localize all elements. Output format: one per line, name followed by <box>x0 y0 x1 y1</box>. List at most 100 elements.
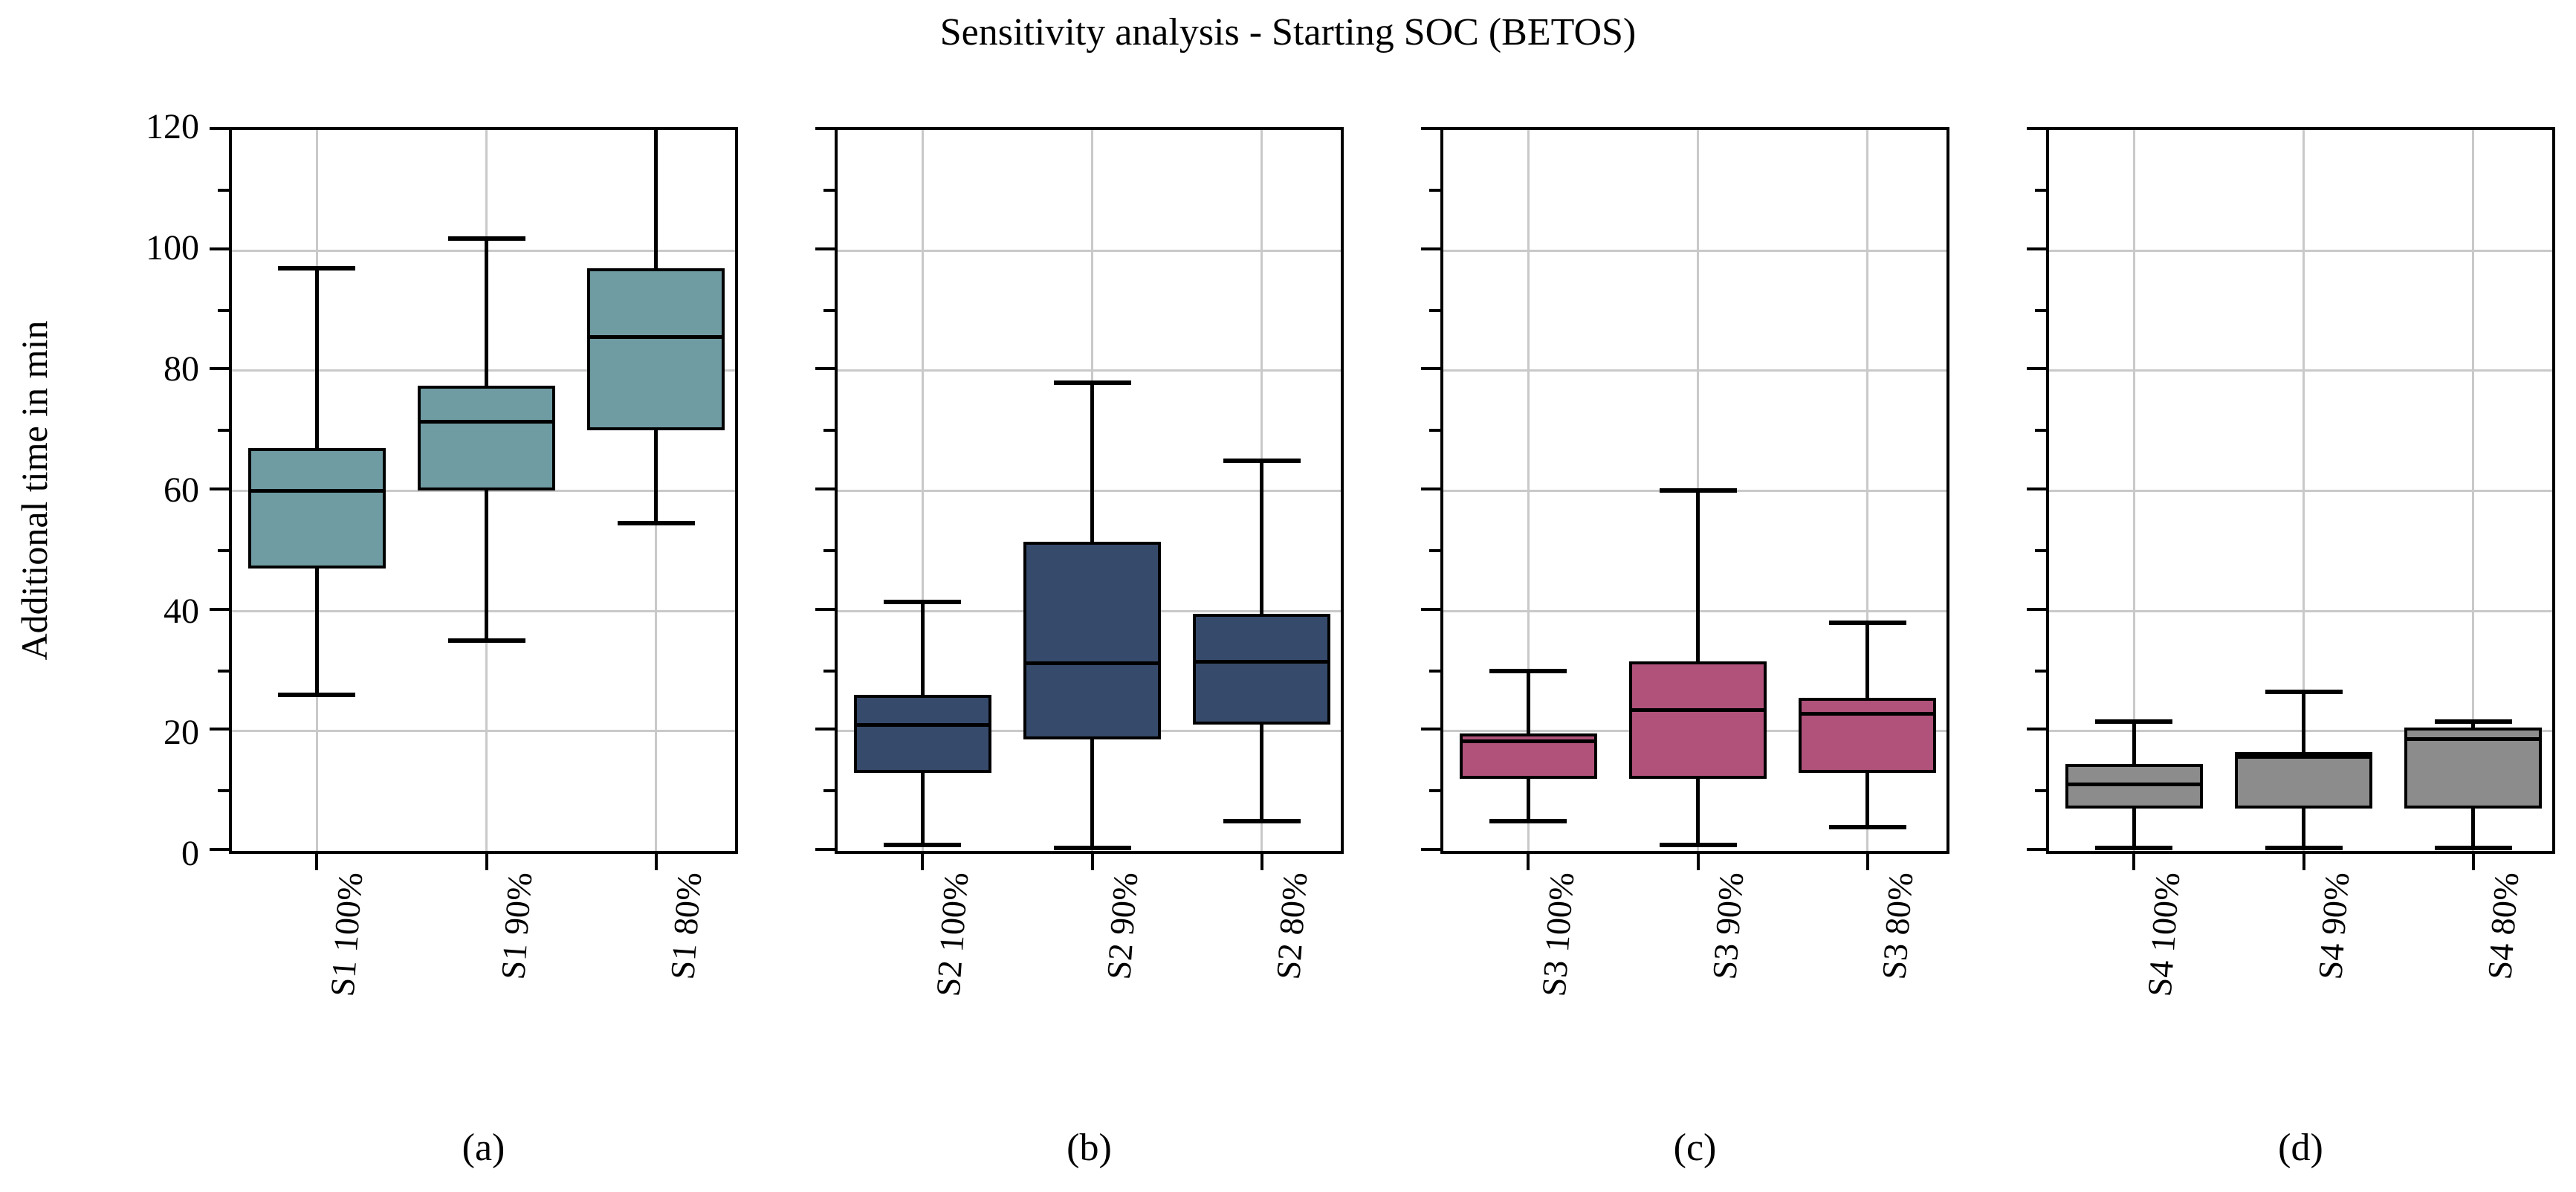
median-line <box>856 723 988 728</box>
x-tick <box>2471 851 2475 870</box>
y-major-tick <box>1421 848 1440 851</box>
horizontal-gridline <box>838 490 1341 492</box>
whisker-cap-bottom <box>278 692 356 697</box>
y-minor-tick <box>1429 308 1440 312</box>
horizontal-gridline <box>232 609 735 612</box>
box-s2-100- <box>853 694 991 773</box>
whisker-cap-bottom <box>2095 845 2173 850</box>
whisker-cap-top <box>1223 458 1301 463</box>
horizontal-gridline <box>2049 609 2552 612</box>
y-major-tick <box>210 607 229 611</box>
y-minor-tick <box>218 548 229 552</box>
y-major-tick <box>2027 728 2046 731</box>
whisker-cap-top <box>1053 380 1131 385</box>
x-tick-label: S1 80% <box>663 871 709 981</box>
x-tick-label: S2 100% <box>928 871 976 998</box>
box-s2-90- <box>1023 541 1161 740</box>
y-tick-label: 120 <box>146 107 199 146</box>
box-s4-80- <box>2404 728 2543 809</box>
whisker-cap-bottom <box>884 842 962 847</box>
horizontal-gridline <box>1443 249 1946 252</box>
y-tick-label: 100 <box>146 228 199 268</box>
x-tick-label: S1 100% <box>323 871 370 998</box>
horizontal-gridline <box>2049 490 2552 492</box>
horizontal-gridline <box>1443 369 1946 372</box>
vertical-gridline <box>2302 130 2305 851</box>
box-s4-90- <box>2235 751 2372 809</box>
y-axis-label: Additional time in min <box>13 320 55 661</box>
vertical-gridline <box>2132 130 2135 851</box>
box-s3-90- <box>1629 661 1767 779</box>
x-tick <box>315 851 319 870</box>
y-minor-tick <box>823 308 835 312</box>
subplot-s2 <box>815 127 1344 870</box>
horizontal-gridline <box>2049 369 2552 372</box>
box-s2-80- <box>1193 613 1331 725</box>
y-minor-tick <box>1429 669 1440 673</box>
whisker-cap-top <box>1489 668 1567 673</box>
horizontal-gridline <box>2049 249 2552 252</box>
x-tick-label: S3 100% <box>1534 871 1582 998</box>
y-major-tick <box>210 848 229 851</box>
subplot-s1 <box>210 127 738 870</box>
y-minor-tick <box>1429 429 1440 433</box>
horizontal-gridline <box>838 249 1341 252</box>
x-tick <box>1260 851 1263 870</box>
y-major-tick <box>210 367 229 371</box>
y-major-tick <box>2027 488 2046 490</box>
whisker-cap-bottom <box>1828 824 1906 829</box>
whisker-cap-top <box>447 236 525 241</box>
subplot-caption: (d) <box>2278 1127 2323 1169</box>
median-line <box>2238 755 2369 759</box>
y-major-tick <box>815 247 835 250</box>
y-tick-label: 60 <box>164 470 199 510</box>
y-minor-tick <box>218 789 229 793</box>
y-minor-tick <box>823 669 835 673</box>
x-tick <box>2132 851 2136 870</box>
y-minor-tick <box>2035 789 2046 793</box>
x-tick-label: S4 90% <box>2311 871 2357 981</box>
y-major-tick <box>815 127 835 130</box>
x-tick-label: S1 90% <box>493 871 540 981</box>
whisker-cap-bottom <box>1223 818 1301 823</box>
x-tick-label: S4 80% <box>2480 871 2526 981</box>
whisker-cap-top <box>1828 620 1906 625</box>
x-tick <box>654 851 658 870</box>
y-minor-tick <box>218 308 229 312</box>
horizontal-gridline <box>232 369 735 372</box>
whisker-cap-bottom <box>617 521 695 526</box>
y-minor-tick <box>218 429 229 433</box>
box-s1-90- <box>418 385 555 490</box>
y-major-tick <box>815 607 835 611</box>
y-minor-tick <box>2035 188 2046 192</box>
y-major-tick <box>815 848 835 851</box>
y-major-tick <box>2027 127 2046 130</box>
y-minor-tick <box>1429 188 1440 192</box>
horizontal-gridline <box>1443 609 1946 612</box>
median-line <box>250 489 383 493</box>
whisker-cap-top <box>1659 488 1737 493</box>
y-major-tick <box>1421 607 1440 611</box>
whisker-cap-top <box>2095 719 2173 725</box>
chart-title: Sensitivity analysis - Starting SOC (BET… <box>939 11 1637 54</box>
median-line <box>1026 661 1158 666</box>
whisker-cap-top <box>2434 719 2512 725</box>
y-major-tick <box>1421 728 1440 731</box>
y-minor-tick <box>2035 308 2046 312</box>
box-s1-80- <box>587 268 725 431</box>
x-tick <box>2302 851 2305 870</box>
y-major-tick <box>2027 247 2046 250</box>
x-tick <box>1865 851 1869 870</box>
y-tick-label: 40 <box>164 592 199 631</box>
median-line <box>2407 736 2540 741</box>
box-s1-100- <box>247 448 386 569</box>
median-line <box>421 420 552 424</box>
horizontal-gridline <box>838 369 1341 372</box>
median-line <box>1632 707 1764 712</box>
vertical-gridline <box>921 130 924 851</box>
y-minor-tick <box>1429 548 1440 552</box>
x-tick-label: S2 90% <box>1099 871 1145 981</box>
median-line <box>590 335 722 340</box>
whisker-cap-bottom <box>447 638 525 644</box>
y-major-tick <box>1421 247 1440 250</box>
